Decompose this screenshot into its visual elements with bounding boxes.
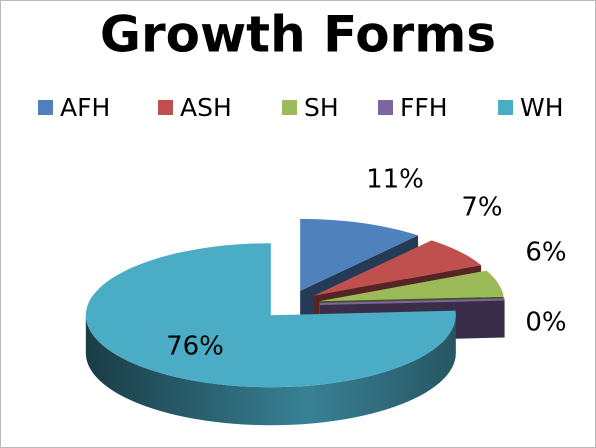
slice-top (319, 270, 504, 302)
data-label: 76% (166, 332, 224, 362)
data-label: 0% (525, 308, 566, 338)
slice-top (300, 218, 419, 291)
legend-swatch (282, 100, 297, 115)
data-label: 6% (525, 238, 566, 268)
legend-label: WH (520, 93, 564, 122)
slice-wall (85, 315, 456, 426)
slice (85, 243, 456, 426)
legend-label: FFH (400, 93, 448, 122)
chart-title: Growth Forms (100, 6, 496, 64)
slice-top (85, 243, 456, 388)
legend-label: ASH (180, 93, 232, 122)
data-label: 11% (366, 165, 424, 195)
legend-label: AFH (60, 93, 110, 122)
legend-swatch (498, 100, 513, 115)
data-label: 7% (461, 193, 502, 223)
legend-swatch (158, 100, 173, 115)
legend-label: SH (304, 93, 339, 122)
slice-top (313, 240, 482, 296)
legend-swatch (38, 100, 53, 115)
legend-swatch (378, 100, 393, 115)
